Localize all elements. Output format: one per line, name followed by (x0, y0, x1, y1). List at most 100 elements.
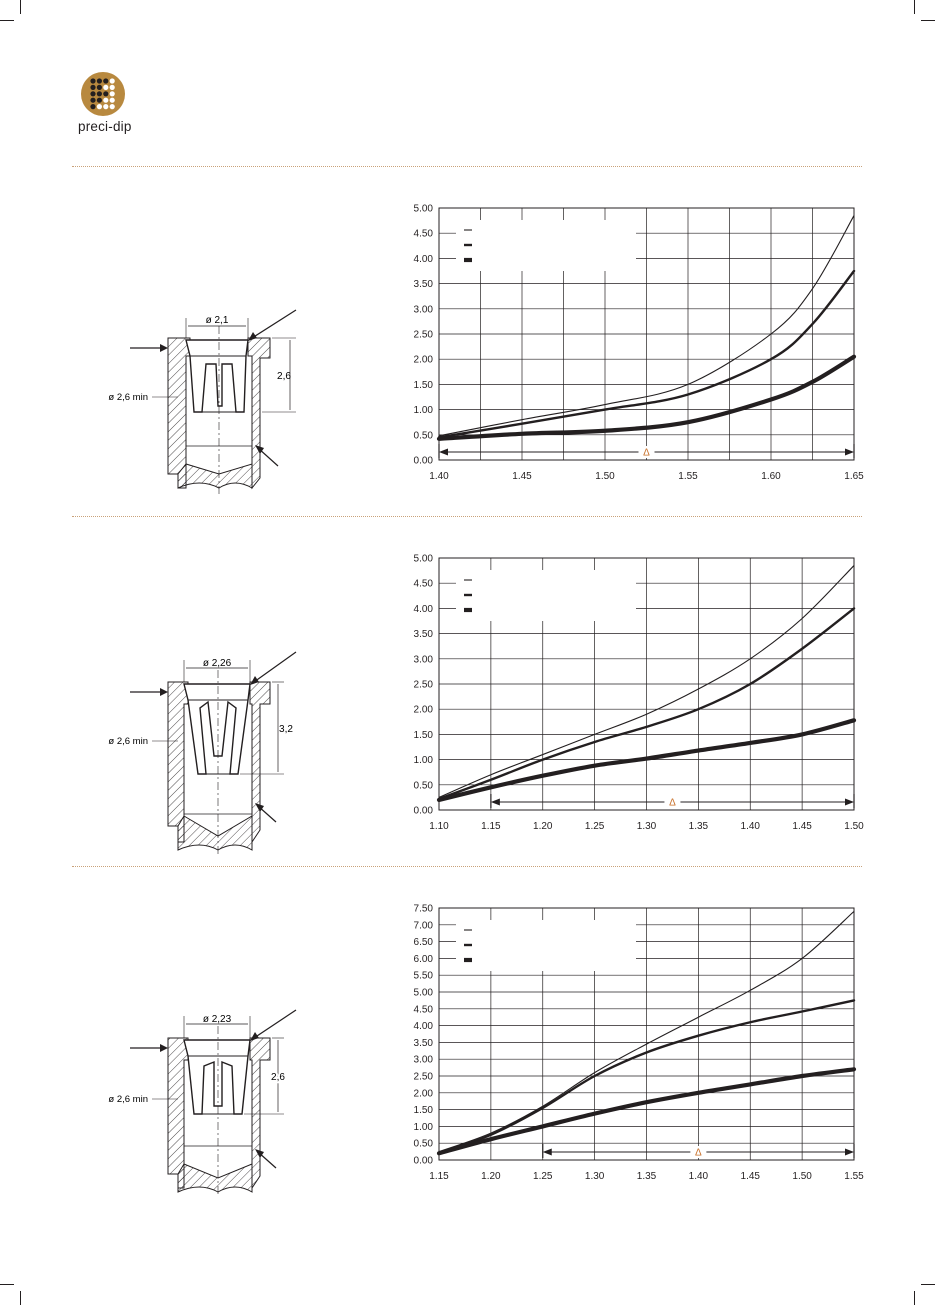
delta-label-bg (638, 446, 655, 458)
brand-logo-mark (81, 72, 125, 116)
delta-arrow-head (845, 448, 854, 456)
x-tick-label: 1.10 (429, 821, 449, 832)
logo-dot (96, 91, 102, 97)
dim-diameter-top: ø 2,1 (206, 315, 229, 326)
dim-height: 3,2 (279, 724, 293, 735)
logo-dot (109, 84, 115, 90)
x-tick-label: 1.20 (533, 821, 553, 832)
logo-dot (103, 97, 109, 103)
logo-dot (103, 78, 109, 84)
x-tick-label: 1.15 (481, 821, 501, 832)
x-tick-label: 1.50 (844, 821, 864, 832)
y-tick-label: 5.00 (414, 204, 434, 215)
y-tick-label: 4.00 (414, 254, 434, 265)
crop-mark (20, 1291, 21, 1305)
y-tick-label: 1.00 (414, 1122, 434, 1133)
delta-label: Δ (669, 798, 676, 809)
socket-drawing-3: ø 2,23 2,6 ø 2,6 min (108, 1009, 297, 1196)
delta-arrow-head (439, 448, 448, 456)
series-line-medium (437, 269, 856, 439)
crop-mark (914, 1291, 915, 1305)
y-tick-label: 1.50 (414, 1105, 434, 1116)
y-tick-label: 4.00 (414, 604, 434, 615)
series-line-thick (436, 354, 857, 441)
series-line-thick (436, 1067, 857, 1156)
logo-dot (96, 84, 102, 90)
logo-dot (96, 97, 102, 103)
legend-box (456, 570, 636, 621)
y-tick-label: 5.50 (414, 971, 434, 982)
brand-logo: preci-dip (78, 70, 158, 140)
x-tick-label: 1.55 (844, 1171, 864, 1182)
x-tick-label: 1.50 (595, 471, 615, 482)
x-tick-label: 1.35 (689, 821, 709, 832)
socket-drawing-2: ø 2,26 3,2 ø 2,6 min (108, 651, 297, 856)
y-tick-label: 6.00 (414, 954, 434, 965)
dim-height: 2,6 (271, 1072, 285, 1083)
plot-frame (438, 207, 855, 461)
dim-min-diameter: ø 2,6 min (108, 1094, 148, 1105)
x-tick-label: 1.45 (741, 1171, 761, 1182)
y-tick-label: 3.50 (414, 1038, 434, 1049)
x-tick-label: 1.45 (512, 471, 532, 482)
logo-dot (109, 78, 115, 84)
y-tick-label: 0.00 (414, 456, 434, 467)
dim-diameter-top: ø 2,26 (203, 658, 232, 669)
y-tick-label: 3.00 (414, 304, 434, 315)
dim-min-diameter: ø 2,6 min (108, 392, 148, 403)
y-tick-label: 0.50 (414, 1139, 434, 1150)
plot-frame (438, 557, 855, 811)
section-divider (72, 166, 862, 167)
y-tick-label: 7.00 (414, 920, 434, 931)
y-tick-label: 2.00 (414, 355, 434, 366)
y-tick-label: 1.00 (414, 755, 434, 766)
y-tick-label: 0.50 (414, 780, 434, 791)
series-line-thin (438, 565, 855, 798)
delta-label-bg (664, 796, 681, 808)
delta-label-bg (690, 1146, 707, 1158)
x-tick-label: 1.25 (533, 1171, 553, 1182)
y-tick-label: 0.50 (414, 430, 434, 441)
crop-mark (921, 1284, 935, 1285)
delta-label: Δ (695, 1148, 702, 1159)
logo-dot (109, 97, 115, 103)
y-tick-label: 4.00 (414, 1021, 434, 1032)
x-tick-label: 1.55 (678, 471, 698, 482)
series-line-thin (438, 910, 855, 1153)
dim-height: 2,6 (277, 371, 291, 382)
logo-dot (103, 104, 109, 110)
series-line-medium (437, 999, 856, 1154)
x-tick-label: 1.15 (429, 1171, 449, 1182)
y-tick-label: 0.00 (414, 1156, 434, 1167)
force-chart-3: 0.00 0.50 1.00 1.50 2.00 2.50 3.00 3.50 4.00 4.50… (414, 904, 865, 1183)
logo-dot (90, 78, 96, 84)
logo-dot (109, 91, 115, 97)
logo-dot (96, 104, 102, 110)
logo-dot (96, 78, 102, 84)
delta-arrow-head (845, 1148, 854, 1156)
section-divider (72, 516, 862, 517)
crop-mark (914, 0, 915, 14)
socket-drawing-1: ø 2,1 2,6 ø 2,6 min (108, 309, 297, 496)
x-tick-label: 1.60 (761, 471, 781, 482)
crop-mark (921, 20, 935, 21)
y-tick-label: 4.50 (414, 579, 434, 590)
y-tick-label: 6.50 (414, 937, 434, 948)
crop-mark (20, 0, 21, 14)
dim-min-diameter: ø 2,6 min (108, 736, 148, 747)
logo-dot (103, 84, 109, 90)
y-tick-label: 2.50 (414, 680, 434, 691)
crop-mark (0, 20, 14, 21)
y-tick-label: 7.50 (414, 904, 434, 915)
series-line-thin (438, 215, 855, 437)
delta-label: Δ (643, 448, 650, 459)
y-tick-label: 0.00 (414, 806, 434, 817)
x-tick-label: 1.40 (689, 1171, 709, 1182)
y-tick-label: 1.50 (414, 730, 434, 741)
delta-arrow-head (845, 798, 854, 806)
y-tick-label: 3.50 (414, 629, 434, 640)
force-chart-2: 0.00 0.50 1.00 1.50 2.00 2.50 3.00 3.50 4.00 4.50… (414, 554, 865, 833)
x-tick-label: 1.50 (792, 1171, 812, 1182)
brand-name: preci-dip (78, 119, 132, 134)
x-tick-label: 1.65 (844, 471, 864, 482)
